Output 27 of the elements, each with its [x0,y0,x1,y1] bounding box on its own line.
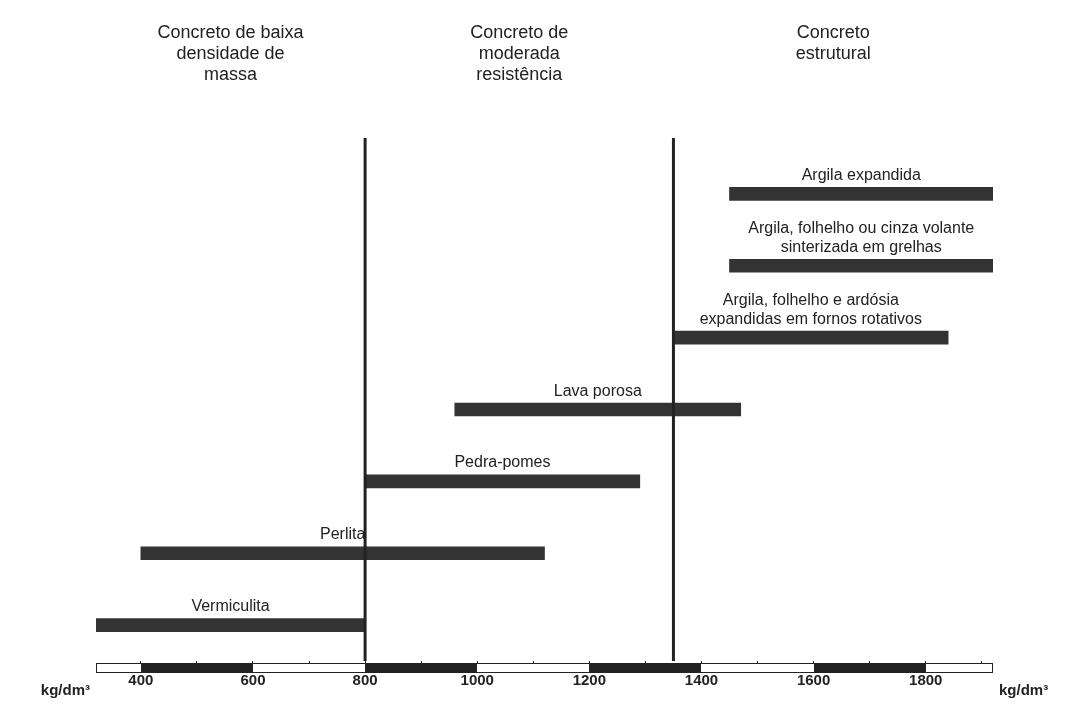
bar [454,402,742,417]
x-tick-label: 1800 [909,671,943,689]
y-tick-label: Perlita [320,525,366,543]
text: Concreto de moderada resistência [470,22,569,84]
bar [96,618,366,632]
x-tick-label: 1000 [460,671,494,689]
bar [729,258,993,273]
text: Concreto estrutural [795,22,871,63]
bar [729,187,993,201]
bar [364,474,641,489]
y-tick-label: Argila expandida [801,165,921,183]
bar [673,330,949,345]
y-tick-label: Pedra-pomes [454,453,551,471]
x-tick-label: 600 [240,671,266,689]
y-tick-label: Argila, folhelho ou cinza volante sinterizada em grelhas [748,218,975,255]
x-tick-label: 1200 [572,671,607,689]
x-tick-label: 800 [352,671,378,689]
text: Concreto de baixa densidade de massa [157,22,305,84]
y-tick-label: Vermiculita [191,597,270,615]
y-tick-label: Lava porosa [553,381,642,399]
text: kg/dm³ [999,681,1049,699]
x-axis-title: kg/dm³ [40,681,90,699]
bar [140,546,545,561]
y-tick-label: Argila, folhelho e ardósia expandidas em fornos rotativos [699,290,922,327]
x-tick-label: 1400 [684,671,719,689]
x-tick-label: 1600 [796,671,831,689]
x-tick-label: 400 [128,671,154,689]
